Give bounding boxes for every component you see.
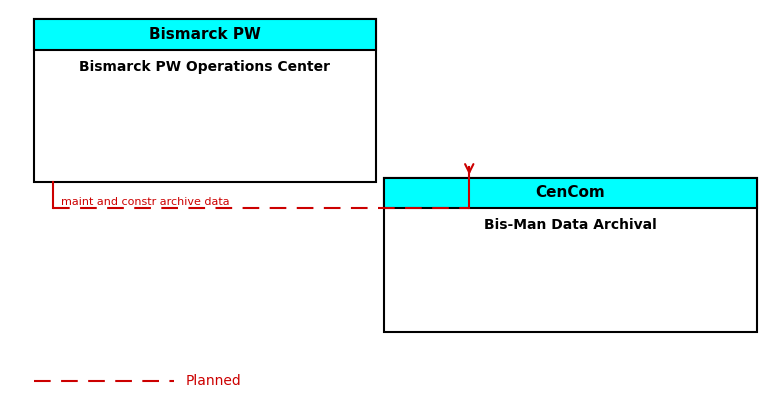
Bar <box>34 19 376 49</box>
Text: CenCom: CenCom <box>536 185 605 200</box>
Bar <box>384 178 757 332</box>
Text: Bis-Man Data Archival: Bis-Man Data Archival <box>484 218 657 232</box>
Text: Bismarck PW: Bismarck PW <box>149 27 261 42</box>
Text: Planned: Planned <box>186 374 241 388</box>
Text: maint and constr archive data: maint and constr archive data <box>61 197 229 207</box>
Text: Bismarck PW Operations Center: Bismarck PW Operations Center <box>79 60 330 74</box>
Bar <box>384 178 757 208</box>
Bar <box>34 19 376 182</box>
